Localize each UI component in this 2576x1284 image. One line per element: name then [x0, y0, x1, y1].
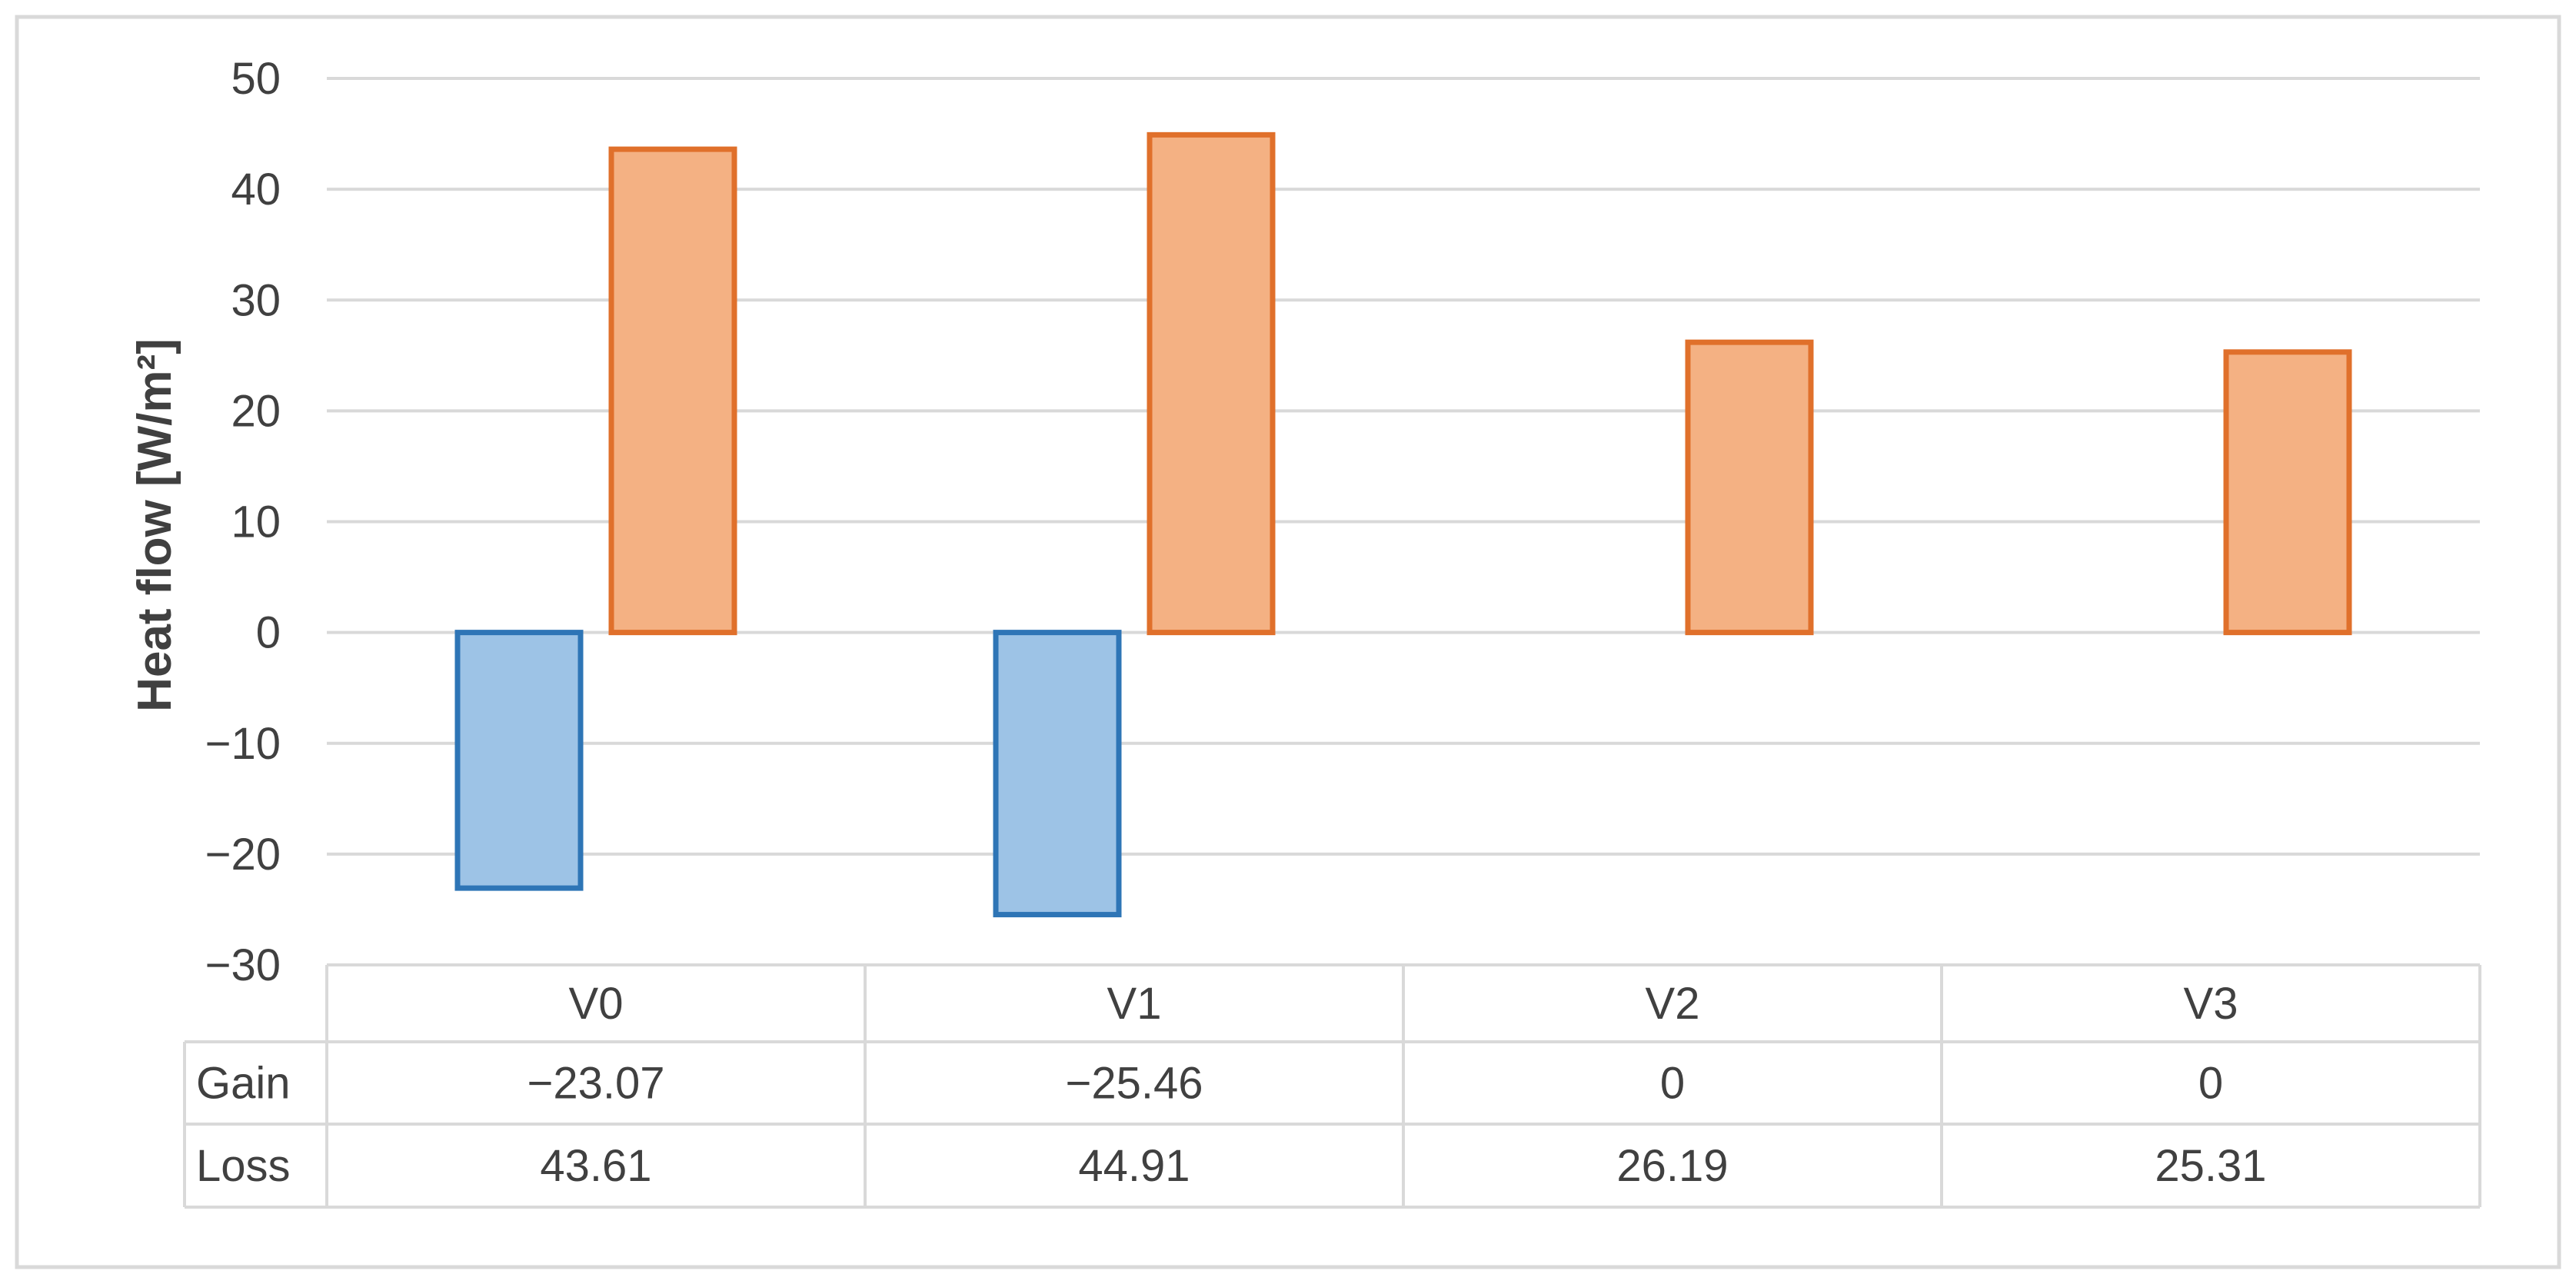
data-label: 43.61 — [540, 1141, 651, 1191]
data-label: 0 — [1660, 1059, 1685, 1109]
y-tick-label: 0 — [256, 608, 281, 658]
bar-gain-v0 — [454, 630, 584, 891]
bar-gain-v1 — [993, 630, 1122, 918]
y-tick-label: −20 — [205, 830, 281, 880]
y-tick-label: −10 — [205, 719, 281, 769]
bar-loss-v3 — [2223, 349, 2352, 636]
category-label: V0 — [569, 979, 624, 1029]
bars — [454, 131, 2352, 918]
series-label: Loss — [196, 1141, 291, 1191]
data-label: 25.31 — [2155, 1141, 2266, 1191]
y-tick-label: 10 — [231, 497, 281, 547]
y-tick-label: 20 — [231, 386, 281, 436]
y-tick-label: 30 — [231, 275, 281, 325]
series-label: Gain — [196, 1059, 291, 1109]
y-axis-tick-labels: 50 40 30 20 10 0 −10 −20 −30 — [205, 54, 281, 990]
data-label: −25.46 — [1065, 1059, 1203, 1109]
category-label: V3 — [2184, 979, 2238, 1029]
y-axis-title: Heat flow [W/m²] — [128, 338, 181, 712]
data-table: V0 V1 V2 V3 Gain −23.07 −25.46 0 0 Loss 43.61 44.91… — [183, 963, 2481, 1209]
category-label: V2 — [1646, 979, 1700, 1029]
bar-loss-v0 — [608, 146, 737, 636]
bar-loss-v2 — [1685, 339, 1814, 636]
bar-loss-v1 — [1147, 131, 1276, 636]
category-label: V1 — [1107, 979, 1162, 1029]
y-tick-label: −30 — [205, 940, 281, 990]
data-label: 0 — [2198, 1059, 2223, 1109]
y-tick-label: 50 — [231, 54, 281, 104]
chart-border — [15, 15, 2561, 1269]
y-tick-label: 40 — [231, 165, 281, 215]
data-label: −23.07 — [527, 1059, 664, 1109]
data-label: 44.91 — [1078, 1141, 1190, 1191]
data-label: 26.19 — [1616, 1141, 1728, 1191]
